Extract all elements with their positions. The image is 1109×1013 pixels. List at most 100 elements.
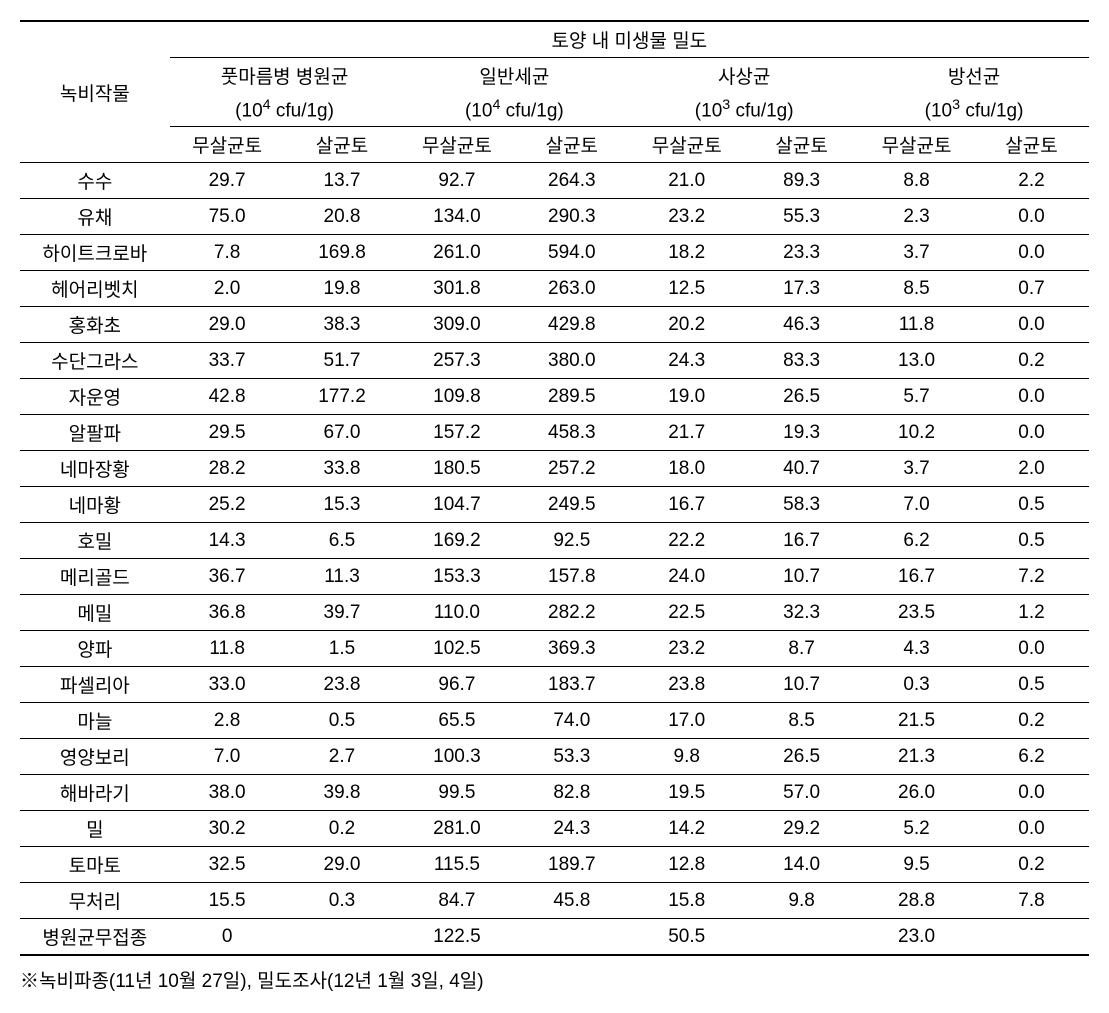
data-cell: 18.2 bbox=[629, 235, 744, 271]
data-cell: 0.5 bbox=[974, 523, 1089, 559]
data-cell: 6.2 bbox=[974, 739, 1089, 775]
table-row: 메밀36.839.7110.0282.222.532.323.51.2 bbox=[20, 595, 1089, 631]
data-cell: 74.0 bbox=[514, 703, 629, 739]
data-cell: 2.2 bbox=[974, 163, 1089, 199]
table-header: 녹비작물 토양 내 미생물 밀도 풋마름병 병원균일반세균사상균방선균 (104… bbox=[20, 21, 1089, 163]
data-cell: 65.5 bbox=[399, 703, 514, 739]
data-cell: 0.2 bbox=[974, 703, 1089, 739]
data-cell: 57.0 bbox=[744, 775, 859, 811]
data-cell: 7.8 bbox=[974, 883, 1089, 919]
data-cell: 0.5 bbox=[974, 667, 1089, 703]
data-cell: 0.0 bbox=[974, 631, 1089, 667]
data-cell: 40.7 bbox=[744, 451, 859, 487]
data-cell: 429.8 bbox=[514, 307, 629, 343]
data-cell: 42.8 bbox=[170, 379, 285, 415]
data-cell: 0.3 bbox=[859, 667, 974, 703]
data-cell: 84.7 bbox=[399, 883, 514, 919]
data-cell: 10.7 bbox=[744, 559, 859, 595]
main-header: 토양 내 미생물 밀도 bbox=[170, 21, 1089, 58]
group-unit: (104 cfu/1g) bbox=[170, 93, 400, 127]
data-cell: 261.0 bbox=[399, 235, 514, 271]
data-cell: 13.7 bbox=[285, 163, 400, 199]
data-cell: 0.0 bbox=[974, 235, 1089, 271]
data-cell: 5.7 bbox=[859, 379, 974, 415]
table-row: 영양보리7.02.7100.353.39.826.521.36.2 bbox=[20, 739, 1089, 775]
group-header: 방선균 bbox=[859, 58, 1089, 94]
data-cell: 29.0 bbox=[170, 307, 285, 343]
data-cell: 20.2 bbox=[629, 307, 744, 343]
data-cell: 29.7 bbox=[170, 163, 285, 199]
data-cell: 16.7 bbox=[744, 523, 859, 559]
data-cell: 249.5 bbox=[514, 487, 629, 523]
data-cell: 177.2 bbox=[285, 379, 400, 415]
data-cell: 0.0 bbox=[974, 307, 1089, 343]
group-header: 풋마름병 병원균 bbox=[170, 58, 400, 94]
data-cell: 2.3 bbox=[859, 199, 974, 235]
data-cell: 153.3 bbox=[399, 559, 514, 595]
data-cell: 92.7 bbox=[399, 163, 514, 199]
crop-name: 유채 bbox=[20, 199, 170, 235]
table-row: 밀30.20.2281.024.314.229.25.20.0 bbox=[20, 811, 1089, 847]
crop-name: 밀 bbox=[20, 811, 170, 847]
data-cell: 110.0 bbox=[399, 595, 514, 631]
data-cell: 594.0 bbox=[514, 235, 629, 271]
data-cell: 36.8 bbox=[170, 595, 285, 631]
data-cell: 19.0 bbox=[629, 379, 744, 415]
crop-name: 네마장황 bbox=[20, 451, 170, 487]
data-cell: 290.3 bbox=[514, 199, 629, 235]
data-cell: 0.2 bbox=[974, 847, 1089, 883]
data-cell: 0 bbox=[170, 919, 285, 956]
data-cell: 38.0 bbox=[170, 775, 285, 811]
data-cell: 15.5 bbox=[170, 883, 285, 919]
table-row: 유채75.020.8134.0290.323.255.32.30.0 bbox=[20, 199, 1089, 235]
data-cell: 157.8 bbox=[514, 559, 629, 595]
data-cell: 45.8 bbox=[514, 883, 629, 919]
data-cell: 22.2 bbox=[629, 523, 744, 559]
data-cell: 32.5 bbox=[170, 847, 285, 883]
data-cell: 12.5 bbox=[629, 271, 744, 307]
data-cell: 16.7 bbox=[859, 559, 974, 595]
table-row: 알팔파29.567.0157.2458.321.719.310.20.0 bbox=[20, 415, 1089, 451]
data-cell: 2.7 bbox=[285, 739, 400, 775]
crop-name: 네마황 bbox=[20, 487, 170, 523]
data-cell: 67.0 bbox=[285, 415, 400, 451]
crop-name: 파셀리아 bbox=[20, 667, 170, 703]
data-cell: 17.0 bbox=[629, 703, 744, 739]
data-cell: 26.0 bbox=[859, 775, 974, 811]
data-cell: 39.7 bbox=[285, 595, 400, 631]
sub-header: 무살균토 bbox=[629, 127, 744, 163]
data-cell: 51.7 bbox=[285, 343, 400, 379]
data-cell: 264.3 bbox=[514, 163, 629, 199]
data-cell: 21.5 bbox=[859, 703, 974, 739]
table-row: 수수29.713.792.7264.321.089.38.82.2 bbox=[20, 163, 1089, 199]
data-cell: 6.5 bbox=[285, 523, 400, 559]
data-cell: 21.0 bbox=[629, 163, 744, 199]
data-cell: 380.0 bbox=[514, 343, 629, 379]
data-cell: 12.8 bbox=[629, 847, 744, 883]
data-cell: 458.3 bbox=[514, 415, 629, 451]
data-cell: 14.0 bbox=[744, 847, 859, 883]
data-cell: 3.7 bbox=[859, 235, 974, 271]
table-row: 호밀14.36.5169.292.522.216.76.20.5 bbox=[20, 523, 1089, 559]
data-cell: 0.2 bbox=[974, 343, 1089, 379]
data-cell: 23.2 bbox=[629, 631, 744, 667]
data-cell: 0.7 bbox=[974, 271, 1089, 307]
crop-name: 마늘 bbox=[20, 703, 170, 739]
data-cell: 15.8 bbox=[629, 883, 744, 919]
data-cell: 6.2 bbox=[859, 523, 974, 559]
table-row: 헤어리벳치2.019.8301.8263.012.517.38.50.7 bbox=[20, 271, 1089, 307]
data-cell: 22.5 bbox=[629, 595, 744, 631]
footnote: ※녹비파종(11년 10월 27일), 밀도조사(12년 1월 3일, 4일) bbox=[20, 966, 1089, 993]
data-cell: 0.2 bbox=[285, 811, 400, 847]
data-cell: 21.3 bbox=[859, 739, 974, 775]
data-cell: 23.8 bbox=[629, 667, 744, 703]
crop-name: 메밀 bbox=[20, 595, 170, 631]
sub-header: 살균토 bbox=[744, 127, 859, 163]
data-cell bbox=[974, 919, 1089, 956]
data-cell: 104.7 bbox=[399, 487, 514, 523]
table-row: 마늘2.80.565.574.017.08.521.50.2 bbox=[20, 703, 1089, 739]
data-cell: 24.3 bbox=[629, 343, 744, 379]
crop-name: 호밀 bbox=[20, 523, 170, 559]
data-cell: 11.3 bbox=[285, 559, 400, 595]
data-cell: 50.5 bbox=[629, 919, 744, 956]
